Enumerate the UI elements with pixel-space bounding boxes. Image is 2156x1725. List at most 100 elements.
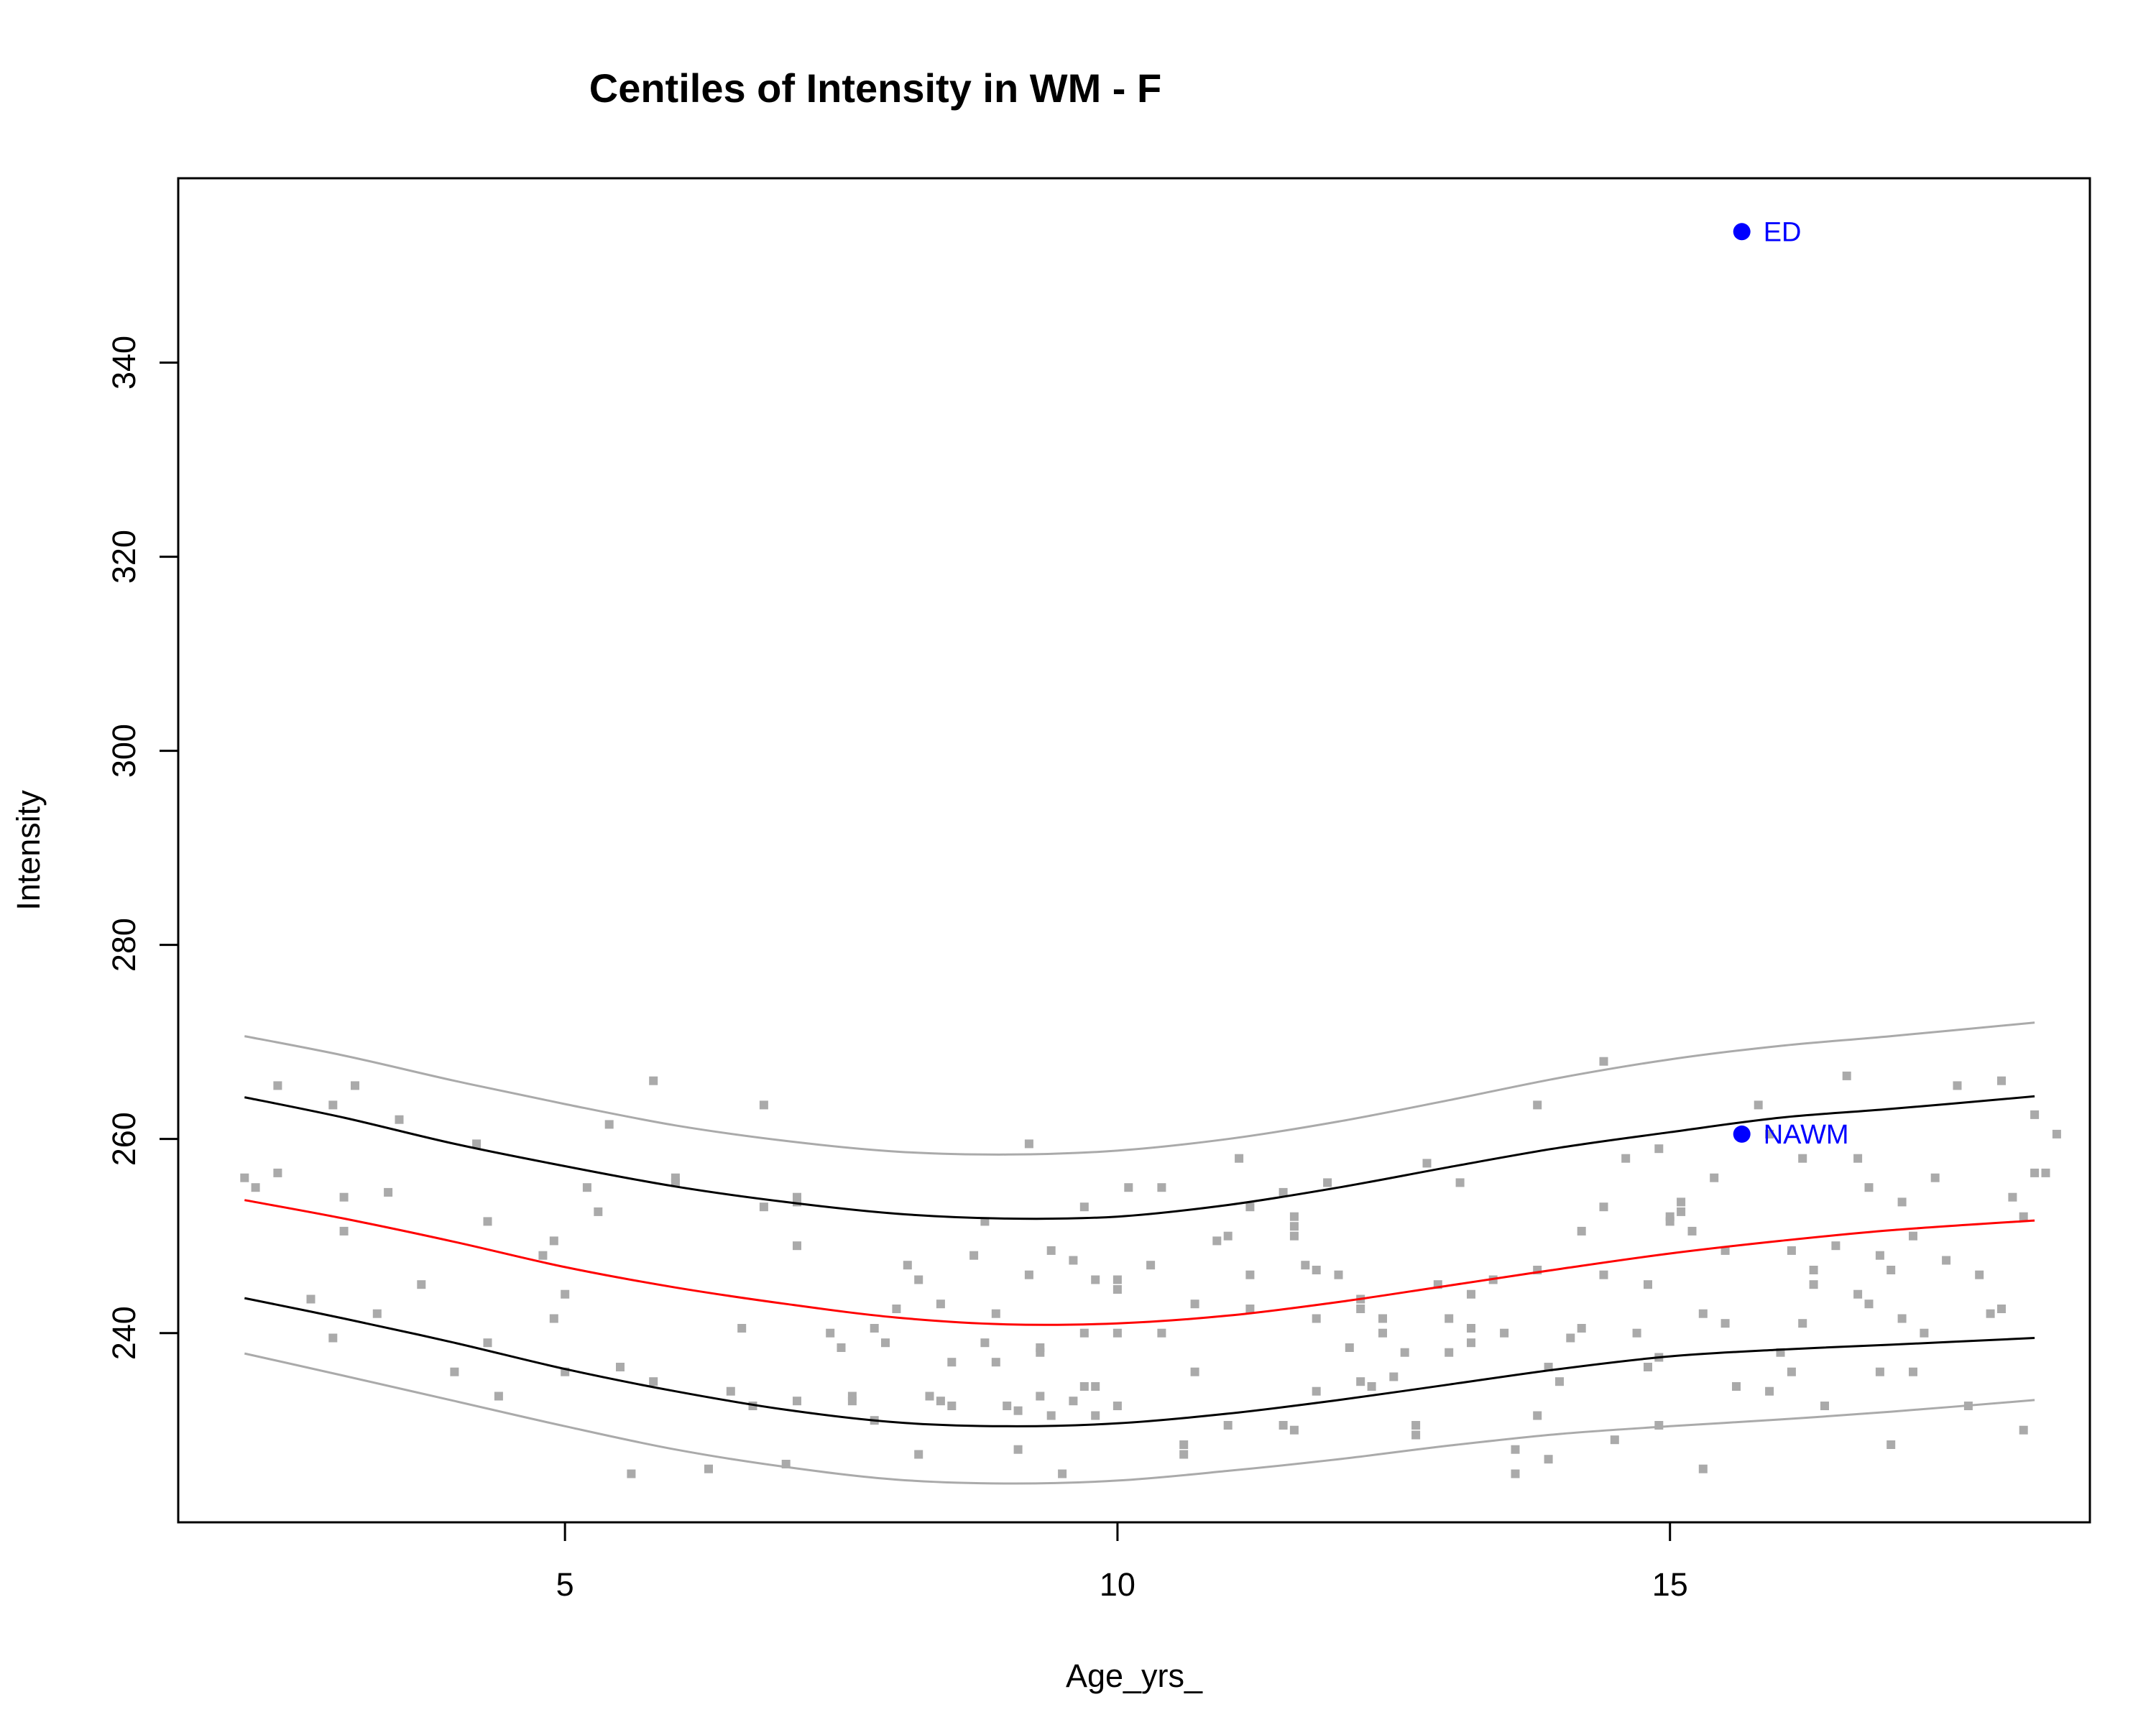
data-point xyxy=(1112,1328,1122,1338)
data-point xyxy=(1013,1445,1023,1454)
y-tick-label: 320 xyxy=(106,530,142,584)
data-point xyxy=(1289,1212,1299,1221)
data-point xyxy=(1577,1226,1586,1236)
data-point xyxy=(472,1139,482,1149)
x-tick-label: 5 xyxy=(556,1566,574,1603)
data-point xyxy=(1677,1207,1686,1216)
data-point xyxy=(1179,1440,1189,1449)
data-point xyxy=(1190,1300,1199,1309)
data-point xyxy=(1621,1154,1631,1163)
data-point xyxy=(1245,1202,1255,1212)
data-point xyxy=(1036,1392,1045,1401)
data-point xyxy=(1046,1246,1056,1255)
data-point xyxy=(1500,1328,1509,1338)
data-point xyxy=(1046,1411,1056,1420)
data-point xyxy=(627,1469,636,1478)
x-axis: 5 10 15 xyxy=(556,1521,1688,1603)
data-point xyxy=(947,1402,957,1410)
data-point xyxy=(1533,1411,1542,1420)
data-point xyxy=(980,1338,990,1348)
data-point xyxy=(1555,1377,1564,1386)
data-point xyxy=(1467,1338,1475,1348)
data-point xyxy=(1024,1270,1033,1279)
data-point xyxy=(1997,1076,2006,1085)
data-point xyxy=(1665,1217,1674,1226)
data-point xyxy=(1754,1100,1763,1110)
data-point xyxy=(914,1450,923,1459)
data-point xyxy=(1411,1421,1421,1430)
data-point xyxy=(1599,1202,1608,1212)
data-point xyxy=(1599,1270,1608,1279)
data-point xyxy=(1312,1314,1321,1323)
data-point xyxy=(494,1392,503,1401)
data-point xyxy=(991,1309,1000,1318)
data-point xyxy=(826,1328,835,1338)
data-point xyxy=(1245,1305,1255,1313)
data-point xyxy=(1909,1231,1917,1241)
highlight-label-nawm: NAWM xyxy=(1764,1120,1849,1150)
highlight-points: ED NAWM xyxy=(1733,217,1849,1150)
data-point xyxy=(1599,1057,1608,1066)
data-point xyxy=(1909,1367,1917,1376)
data-point xyxy=(1942,1256,1951,1265)
data-point xyxy=(384,1187,393,1197)
data-point xyxy=(1809,1280,1818,1289)
data-point xyxy=(1577,1324,1586,1333)
data-point xyxy=(925,1392,934,1401)
data-point xyxy=(1710,1173,1719,1182)
data-point xyxy=(549,1314,558,1323)
data-point xyxy=(936,1300,945,1309)
data-point xyxy=(1677,1197,1686,1207)
data-point xyxy=(936,1397,945,1406)
data-point xyxy=(1533,1100,1542,1110)
data-point xyxy=(759,1202,768,1212)
data-point xyxy=(1411,1430,1421,1440)
data-point xyxy=(395,1115,404,1124)
y-tick-label: 340 xyxy=(106,336,142,390)
data-point xyxy=(1289,1425,1299,1435)
data-point xyxy=(2019,1212,2028,1221)
data-point xyxy=(1279,1421,1288,1430)
data-point xyxy=(1787,1367,1796,1376)
data-point xyxy=(649,1076,658,1085)
data-point xyxy=(1831,1241,1841,1251)
data-point xyxy=(1455,1178,1465,1187)
data-point xyxy=(1886,1440,1896,1449)
data-point xyxy=(1445,1314,1454,1323)
data-point xyxy=(1920,1328,1929,1338)
data-point xyxy=(1953,1081,1962,1090)
data-point xyxy=(1654,1144,1664,1154)
data-point xyxy=(2030,1168,2040,1177)
data-point xyxy=(1345,1343,1354,1352)
data-point xyxy=(1003,1402,1012,1410)
data-point xyxy=(1091,1411,1100,1420)
data-point xyxy=(2019,1425,2028,1435)
data-point xyxy=(240,1173,249,1182)
chart-title: Centiles of Intensity in WM - F xyxy=(589,65,1161,111)
data-point xyxy=(1875,1367,1884,1376)
y-tick-label: 300 xyxy=(106,724,142,778)
y-tick-label: 260 xyxy=(106,1112,142,1166)
data-point xyxy=(1323,1178,1332,1187)
data-point xyxy=(1864,1300,1874,1309)
data-point xyxy=(1798,1319,1807,1328)
data-point xyxy=(1511,1445,1520,1454)
data-point xyxy=(1930,1173,1940,1182)
data-point xyxy=(1389,1372,1399,1381)
data-point xyxy=(372,1309,382,1318)
data-point xyxy=(1610,1435,1619,1445)
data-point xyxy=(1378,1328,1387,1338)
data-point xyxy=(1079,1202,1089,1212)
data-point xyxy=(582,1183,591,1192)
data-point xyxy=(1157,1328,1166,1338)
data-point xyxy=(1654,1421,1664,1430)
data-point xyxy=(2008,1192,2017,1202)
highlight-point-ed xyxy=(1733,223,1751,241)
data-point xyxy=(726,1386,735,1396)
data-point xyxy=(1378,1314,1387,1323)
data-point xyxy=(1445,1348,1454,1357)
data-point xyxy=(483,1338,492,1348)
data-point xyxy=(273,1081,282,1090)
data-point xyxy=(1279,1187,1288,1197)
